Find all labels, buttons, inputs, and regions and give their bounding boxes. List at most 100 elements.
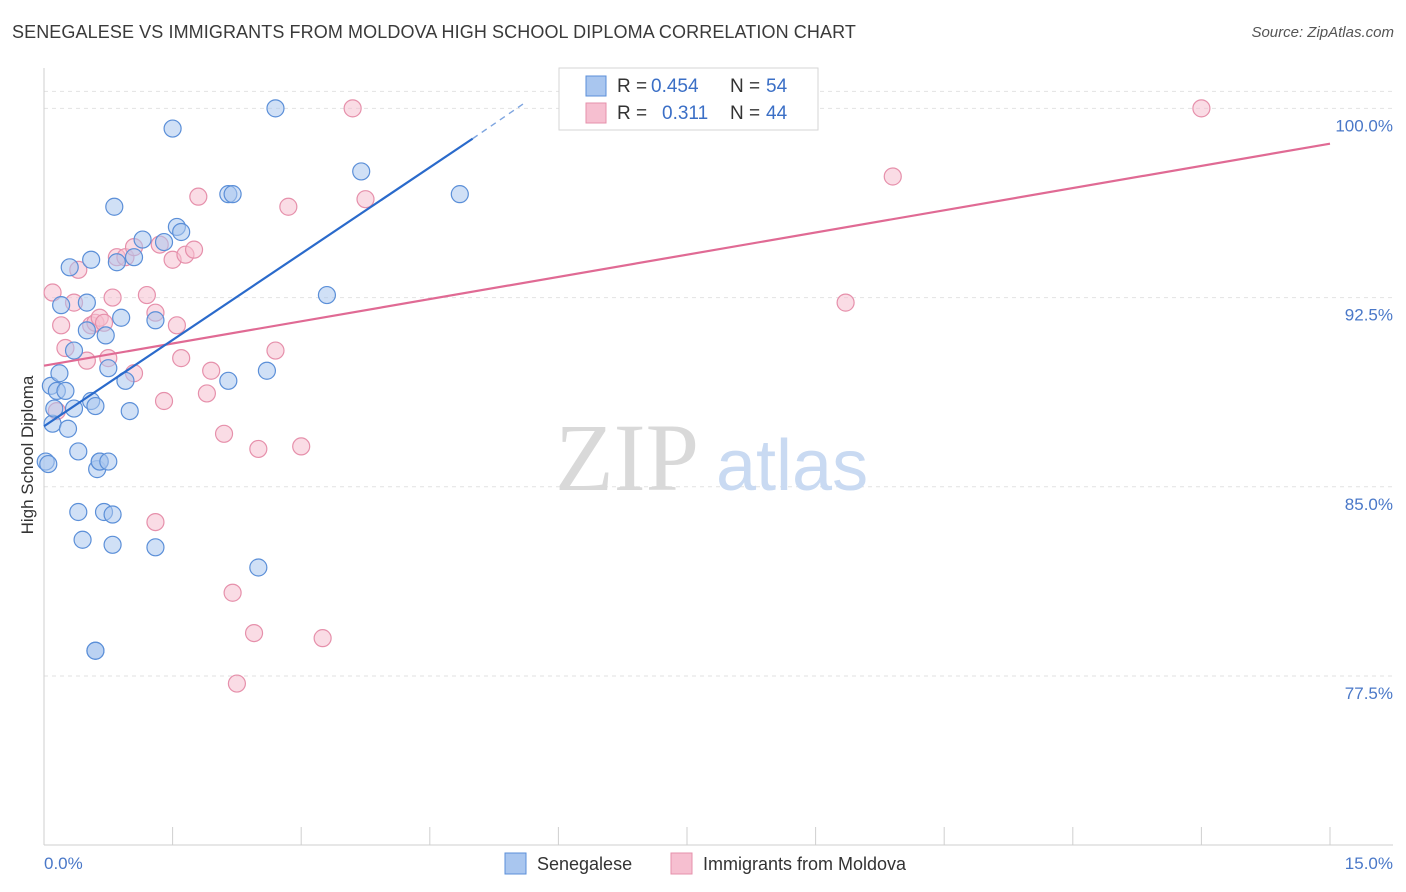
legend-swatch-moldova: [585, 102, 607, 124]
senegalese-point: [99, 452, 118, 471]
senegalese-point: [249, 558, 268, 577]
senegalese-point: [64, 341, 84, 360]
bottom-legend-swatch-moldova: [670, 852, 693, 875]
senegalese-point: [56, 381, 75, 401]
y-axis-title: High School Diploma: [18, 375, 37, 534]
senegalese-point: [124, 248, 144, 267]
moldova-point: [249, 439, 268, 459]
moldova-point: [189, 187, 208, 206]
senegalese-point: [58, 419, 78, 438]
grid: [44, 90, 1393, 677]
senegalese-point: [69, 442, 88, 461]
moldova-point: [266, 341, 285, 360]
moldova-point: [184, 240, 204, 259]
senegalese-point: [52, 296, 71, 315]
senegalese-point: [77, 293, 96, 312]
moldova-point: [1192, 99, 1211, 118]
senegalese-point: [450, 185, 469, 204]
x-tick-label-max: 15.0%: [1345, 854, 1393, 873]
senegalese-point: [223, 185, 242, 204]
x-tick-label-min: 0.0%: [44, 854, 83, 873]
senegalese-point: [112, 308, 131, 327]
moldova-point: [146, 512, 165, 532]
moldova-point: [292, 437, 311, 456]
chart-source: Source: ZipAtlas.com: [1251, 24, 1394, 41]
senegalese-point: [50, 364, 69, 383]
senegalese-point: [103, 505, 122, 524]
bottom-legend-senegalese: Senegalese: [537, 854, 632, 874]
senegalese-point: [86, 396, 105, 416]
legend-r-value-senegalese: 0.454: [651, 76, 699, 97]
watermark-zip: ZIP: [555, 404, 699, 511]
senegalese-point: [99, 359, 118, 378]
senegalese-point: [266, 99, 285, 118]
senegalese-point: [45, 399, 64, 418]
senegalese-point: [133, 230, 152, 249]
senegalese-point: [172, 222, 191, 242]
senegalese-point: [77, 321, 96, 340]
legend-n-label-senegalese: N =: [730, 76, 760, 97]
bottom-legend-swatch-senegalese: [504, 852, 527, 875]
series-moldova-points: [43, 99, 1211, 693]
moldova-point: [154, 391, 174, 411]
moldova-point: [356, 190, 375, 209]
senegalese-point: [39, 454, 58, 474]
y-tick-label: 100.0%: [1335, 116, 1393, 135]
moldova-point: [167, 316, 186, 335]
moldova-point: [172, 349, 191, 368]
senegalese-point: [154, 232, 174, 252]
senegalese-point: [107, 253, 126, 272]
moldova-point: [137, 285, 156, 305]
series-legend: Senegalese Immigrants from Moldova: [504, 852, 907, 875]
senegalese-point: [105, 197, 124, 216]
senegalese-point: [219, 371, 238, 390]
senegalese-point: [69, 502, 88, 522]
moldova-point: [244, 623, 264, 643]
moldova-point: [343, 99, 362, 118]
moldova-point: [313, 629, 332, 648]
moldova-point: [197, 384, 216, 403]
senegalese-point: [120, 401, 139, 421]
moldova-point: [227, 674, 246, 693]
legend-n-label-moldova: N =: [730, 103, 760, 124]
moldova-point: [883, 167, 902, 186]
senegalese-point: [146, 538, 165, 557]
moldova-point: [223, 583, 242, 602]
series-senegalese-points: [36, 99, 469, 660]
legend-r-value-moldova: 0.311: [662, 103, 708, 124]
senegalese-point: [82, 250, 101, 269]
y-tick-label: 85.0%: [1345, 495, 1393, 514]
senegalese-point: [317, 285, 337, 305]
legend-r-label-moldova: R =: [617, 103, 647, 124]
watermark-atlas: atlas: [716, 426, 868, 506]
senegalese-point: [96, 326, 115, 345]
senegalese-point: [103, 535, 122, 554]
moldova-point: [279, 197, 298, 216]
legend-swatch-senegalese: [585, 75, 607, 97]
moldova-point: [103, 288, 122, 307]
senegalese-point: [86, 641, 105, 660]
senegalese-point: [73, 530, 92, 549]
y-tick-labels: 77.5% 85.0% 92.5% 100.0%: [1335, 116, 1393, 703]
chart-title: SENEGALESE VS IMMIGRANTS FROM MOLDOVA HI…: [12, 22, 856, 42]
moldova-point: [202, 361, 221, 380]
y-tick-label: 92.5%: [1345, 306, 1393, 325]
senegalese-trend-line: [43, 137, 474, 428]
senegalese-point: [163, 119, 182, 138]
moldova-trend-line: [43, 142, 1331, 367]
bottom-legend-moldova: Immigrants from Moldova: [703, 854, 907, 874]
moldova-point: [52, 316, 71, 335]
senegalese-point: [257, 361, 277, 380]
y-tick-label: 77.5%: [1345, 684, 1393, 703]
legend-r-label-senegalese: R =: [617, 76, 647, 97]
senegalese-point: [60, 258, 79, 277]
stats-legend: R = 0.454 N = 54 R = 0.311 N = 44: [558, 67, 819, 131]
legend-n-value-senegalese: 54: [766, 76, 788, 97]
trend-lines: [43, 102, 1331, 428]
moldova-point: [43, 283, 62, 302]
senegalese-point: [352, 162, 371, 181]
x-ticks: [43, 827, 1331, 845]
legend-n-value-moldova: 44: [766, 103, 788, 124]
moldova-point: [214, 424, 234, 443]
